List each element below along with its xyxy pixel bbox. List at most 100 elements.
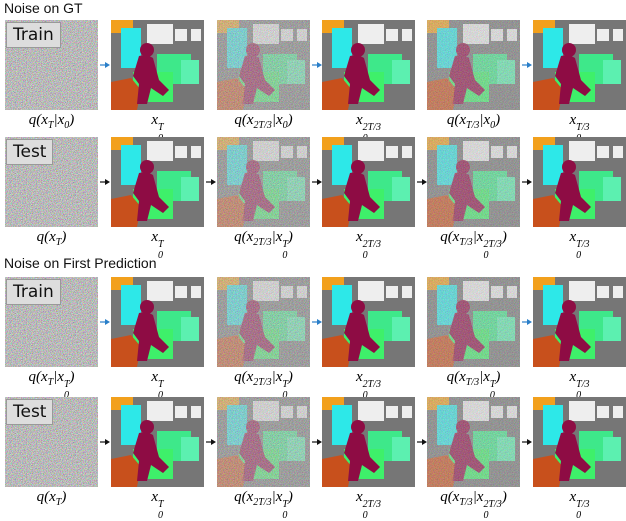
image-tile bbox=[533, 20, 626, 110]
image-tile bbox=[427, 277, 520, 367]
caption: q(xT/3|x0) bbox=[421, 112, 526, 131]
image-tile bbox=[111, 397, 204, 487]
math-text: q(x bbox=[447, 369, 466, 385]
math-text: |x bbox=[272, 369, 283, 385]
math-text: ) bbox=[288, 489, 293, 505]
arrow bbox=[417, 178, 427, 186]
arrow bbox=[206, 438, 216, 446]
image-tile bbox=[533, 397, 626, 487]
math-sub: 0 bbox=[576, 511, 589, 521]
math-text: q(x bbox=[440, 229, 459, 245]
math-text: ) bbox=[288, 112, 293, 128]
math-text: q(x bbox=[29, 112, 48, 128]
math-sub: 0 bbox=[483, 251, 501, 262]
math-text: |x bbox=[479, 112, 490, 128]
arrow bbox=[312, 318, 322, 326]
math-text: q(x bbox=[234, 489, 253, 505]
math-text: |x bbox=[473, 489, 484, 505]
math-sup: T/3 bbox=[576, 240, 589, 251]
row-label: Train bbox=[6, 279, 61, 305]
image-tile bbox=[217, 20, 310, 110]
image-tile bbox=[427, 397, 520, 487]
math-text: q(x bbox=[447, 112, 466, 128]
math-sup: 2T/3 bbox=[483, 240, 501, 251]
math-text: x bbox=[151, 229, 158, 245]
math-sub: 0 bbox=[576, 251, 589, 262]
arrow bbox=[522, 438, 532, 446]
caption: q(xT) bbox=[0, 489, 104, 508]
math-sup: T/3 bbox=[576, 500, 589, 511]
math-text: |x bbox=[479, 369, 490, 385]
arrow bbox=[312, 178, 322, 186]
math-text: ) bbox=[70, 369, 75, 385]
math-sub: 0 bbox=[282, 251, 288, 262]
image-tile bbox=[322, 20, 415, 110]
math-text: q(x bbox=[234, 112, 253, 128]
math-sup: T bbox=[158, 240, 164, 251]
arrow bbox=[312, 61, 322, 69]
math-sup: 2T/3 bbox=[363, 123, 381, 134]
row-label: Test bbox=[6, 139, 53, 165]
math-sub: 0 bbox=[282, 511, 288, 521]
math-text: ) bbox=[288, 369, 293, 385]
image-tile bbox=[217, 277, 310, 367]
math-text: x bbox=[569, 229, 576, 245]
section-title: Noise on First Prediction bbox=[4, 255, 157, 271]
math-text: |x bbox=[272, 229, 283, 245]
math-sup: 2T/3 bbox=[363, 240, 381, 251]
arrow bbox=[522, 61, 532, 69]
math-text: ) bbox=[288, 229, 293, 245]
arrow bbox=[417, 438, 427, 446]
math-text: x bbox=[151, 112, 158, 128]
math-text: ) bbox=[61, 489, 66, 505]
caption: q(x2T/3|x0) bbox=[211, 112, 316, 131]
math-text: |x bbox=[53, 369, 64, 385]
arrow bbox=[312, 438, 322, 446]
math-sub: 2T/3 bbox=[253, 377, 271, 388]
math-sub: T/3 bbox=[466, 377, 479, 388]
image-tile bbox=[217, 397, 310, 487]
image-tile bbox=[427, 137, 520, 227]
math-text: q(x bbox=[234, 369, 253, 385]
math-text: x bbox=[356, 489, 363, 505]
arrow bbox=[522, 318, 532, 326]
math-text: q(x bbox=[28, 369, 47, 385]
math-text: |x bbox=[272, 112, 283, 128]
image-tile bbox=[111, 277, 204, 367]
image-tile bbox=[111, 20, 204, 110]
math-sub: 0 bbox=[158, 511, 164, 521]
math-sub: 0 bbox=[363, 251, 381, 262]
math-text: x bbox=[151, 489, 158, 505]
arrow bbox=[522, 178, 532, 186]
math-text: x bbox=[356, 369, 363, 385]
image-tile bbox=[217, 137, 310, 227]
math-sup: T/3 bbox=[576, 380, 589, 391]
math-sub: 2T/3 bbox=[253, 237, 271, 248]
math-text: x bbox=[569, 369, 576, 385]
math-text: ) bbox=[502, 229, 507, 245]
math-text: ) bbox=[502, 489, 507, 505]
arrow bbox=[100, 178, 110, 186]
math-sup: T bbox=[158, 500, 164, 511]
math-sub: T/3 bbox=[466, 120, 479, 131]
math-text: x bbox=[151, 369, 158, 385]
math-text: x bbox=[356, 229, 363, 245]
math-sup: 2T/3 bbox=[363, 500, 381, 511]
arrow bbox=[100, 318, 110, 326]
math-text: |x bbox=[272, 489, 283, 505]
math-sub: 2T/3 bbox=[253, 497, 271, 508]
caption: q(xT) bbox=[0, 229, 104, 248]
math-sub: 0 bbox=[483, 511, 501, 521]
math-sub: 0 bbox=[363, 511, 381, 521]
image-tile bbox=[533, 277, 626, 367]
math-sup: T bbox=[158, 380, 164, 391]
